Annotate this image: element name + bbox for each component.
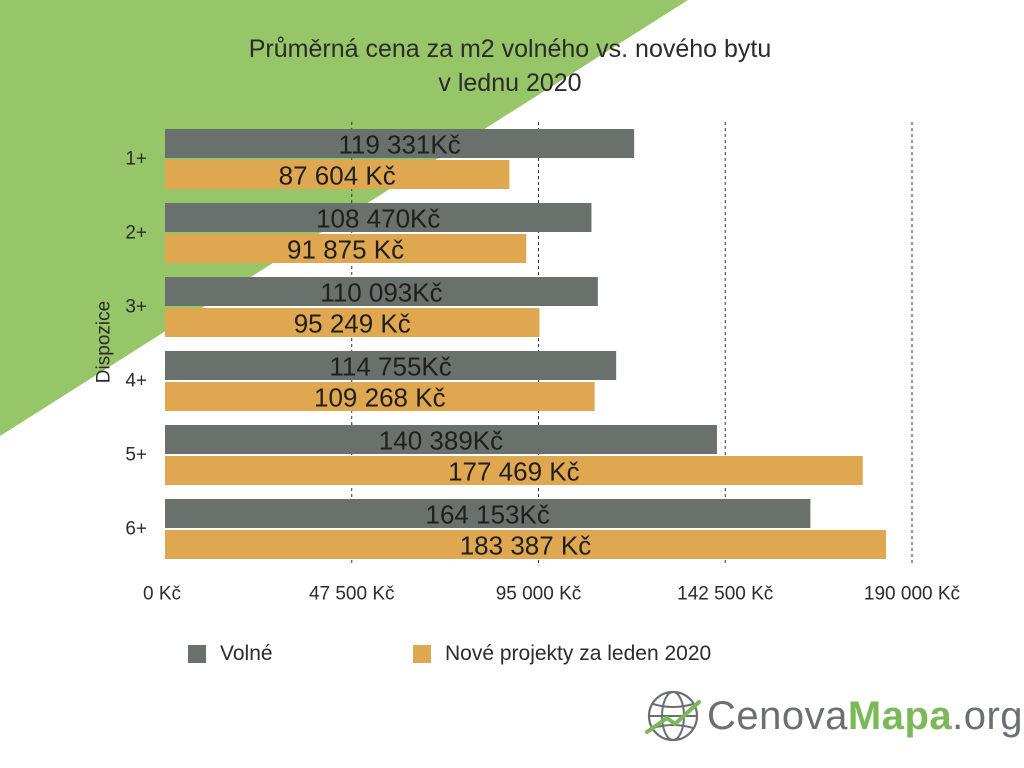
bar-value-label: 91 875 Kč — [287, 235, 404, 265]
logo-text-org: .org — [952, 693, 1024, 738]
gridlines — [351, 122, 913, 566]
x-tick-label: 47 500 Kč — [309, 584, 395, 605]
bar-nove — [165, 234, 527, 263]
category-label: 3+ — [125, 297, 147, 318]
bar-value-label: 164 153Kč — [426, 500, 550, 530]
x-tick-label: 142 500 Kč — [677, 584, 773, 605]
bar-nove — [165, 382, 595, 411]
bar-value-label: 109 268 Kč — [314, 383, 446, 413]
bar-nove — [165, 530, 887, 559]
category-label: 6+ — [125, 519, 147, 540]
bar-value-label: 140 389Kč — [379, 426, 503, 456]
bars — [165, 129, 887, 559]
bar-value-label: 95 249 Kč — [294, 309, 411, 339]
legend-swatch-nove — [413, 645, 431, 663]
bar-value-label: 87 604 Kč — [279, 161, 396, 191]
chart-title-line-2: v lednu 2020 — [438, 69, 582, 97]
logo-text-mapa: Mapa — [847, 693, 953, 738]
x-tick-label: 95 000 Kč — [496, 584, 582, 605]
bar-volne — [165, 425, 717, 454]
bar-value-label: 108 470Kč — [316, 204, 440, 234]
category-label: 1+ — [125, 149, 147, 170]
bar-nove — [165, 160, 510, 189]
y-axis-title: Dispozice — [94, 301, 115, 383]
bar-volne — [165, 351, 617, 380]
bar-value-label: 119 331Kč — [338, 130, 460, 160]
bar-volne — [165, 499, 811, 528]
bar-nove — [165, 308, 540, 337]
legend-item-nove: Nové projekty za leden 2020 — [413, 642, 711, 666]
bar-value-label: 114 755Kč — [329, 352, 451, 382]
legend-item-volne: Volné — [188, 642, 413, 666]
bar-value-label: 177 469 Kč — [448, 457, 580, 487]
bar-volne — [165, 203, 592, 232]
bar-value-label: 183 387 Kč — [460, 531, 592, 561]
chart-title: Průměrná cena za m2 volného vs. nového b… — [180, 32, 840, 100]
x-tick-labels: 0 Kč 47 500 Kč 95 000 Kč 142 500 Kč 190 000 … — [143, 584, 960, 605]
globe-icon — [645, 690, 701, 742]
bar-volne — [165, 129, 635, 158]
chart-title-line-1: Průměrná cena za m2 volného vs. nového b… — [248, 35, 772, 63]
category-labels: 1+ 2+ 3+ 4+ 5+ 6+ — [125, 149, 147, 540]
logo-text-cenova: Cenova — [707, 693, 848, 738]
bar-nove — [165, 456, 863, 485]
x-tick-label: 190 000 Kč — [864, 584, 960, 605]
legend-label-volne: Volné — [220, 642, 273, 665]
legend-label-nove: Nové projekty za leden 2020 — [445, 642, 712, 665]
legend: Volné Nové projekty za leden 2020 — [188, 642, 711, 666]
legend-swatch-volne — [188, 645, 206, 663]
x-tick-label: 0 Kč — [143, 584, 181, 605]
category-label: 5+ — [125, 445, 147, 466]
cenovamapa-logo: Cenova Mapa .org — [645, 688, 1023, 744]
bar-volne — [165, 277, 598, 306]
bar-value-label: 110 093Kč — [320, 278, 442, 308]
category-label: 4+ — [125, 371, 147, 392]
category-label: 2+ — [125, 223, 147, 244]
